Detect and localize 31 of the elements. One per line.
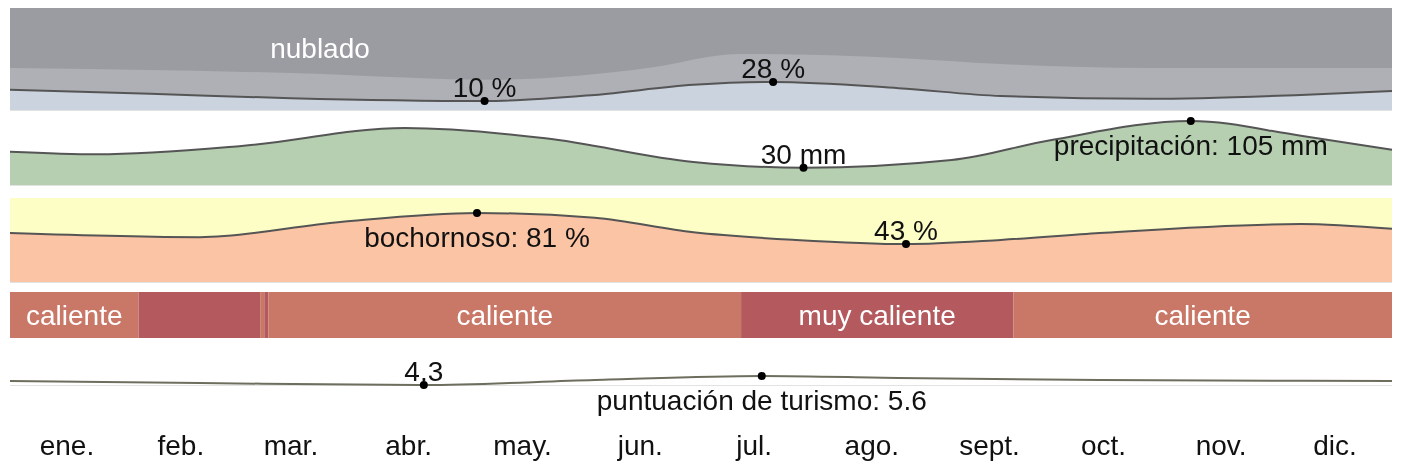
x-tick-label: abr. [385,430,433,461]
x-tick-label: jul. [735,430,773,461]
annotation: 43 % [874,215,938,247]
bar [264,292,269,338]
x-tick-label: ene. [39,430,95,461]
bar [741,292,1014,338]
x-tick-label: mar. [263,430,319,461]
annotation: puntuación de turismo: 5.6 [596,385,927,416]
x-tick-label: may. [493,430,552,461]
series-label: caliente [26,300,123,331]
annotation: 4.3 [404,356,444,387]
x-tick-label: ago. [844,430,900,461]
x-tick-label: jun. [616,430,663,461]
bar [268,292,742,338]
bar [260,292,265,338]
annotation: nublado [270,33,370,64]
bar [1013,292,1392,338]
series-label: muy caliente [798,300,956,331]
annotation: 30 mm [760,138,847,170]
x-tick-label: feb. [157,430,205,461]
series-label: caliente [1154,300,1251,331]
x-tick-label: nov. [1195,430,1247,461]
x-tick-label: sept. [959,430,1020,461]
annotation: 10 % [452,72,517,104]
series-label: caliente [456,300,554,331]
annotation: precipitación: 105 mm [1053,130,1328,161]
x-tick-label: oct. [1080,430,1127,461]
annotation: 28 % [741,53,806,84]
annotation: bochornoso: 81 % [364,222,590,253]
bar [138,292,261,338]
x-tick-label: dic. [1313,430,1357,461]
